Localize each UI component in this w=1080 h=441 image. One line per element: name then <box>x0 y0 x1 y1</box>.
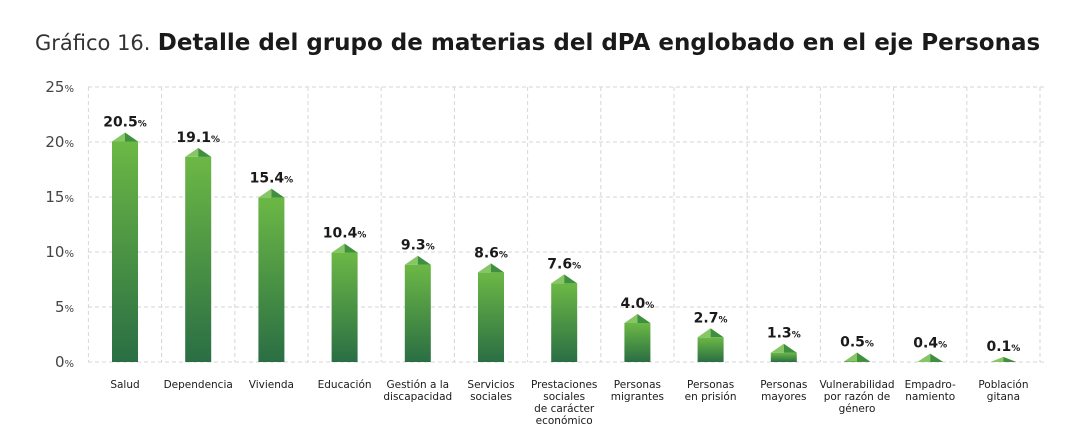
y-tick-label: 10% <box>45 243 74 261</box>
category-label: Salud <box>110 379 139 391</box>
value-label: 15.4% <box>250 171 294 187</box>
bar-cap-right <box>491 263 504 273</box>
category-label: Personas migrantes <box>611 379 664 403</box>
category-label: Personas mayores <box>760 379 807 403</box>
bar-body <box>185 156 212 362</box>
y-tick-label: 0% <box>55 353 74 371</box>
category-label: Servicios sociales <box>467 379 514 403</box>
bar-cap-left <box>697 328 711 338</box>
bar-cap-right <box>783 343 797 353</box>
value-label: 0.5% <box>840 335 874 351</box>
bar-body <box>770 352 797 362</box>
value-label: 19.1% <box>176 130 220 146</box>
value-label: 0.1% <box>986 339 1020 355</box>
y-tick-label: 25% <box>45 78 74 96</box>
bar-body <box>844 361 870 362</box>
category-label: Vulnerabilidad por razón de género <box>819 379 894 415</box>
bar-body <box>697 337 724 362</box>
bar-cap-right <box>417 255 431 265</box>
bar <box>331 243 358 362</box>
value-label: 20.5% <box>103 115 147 131</box>
bar-cap-right <box>930 353 944 362</box>
bar-cap-right <box>637 314 651 323</box>
bar-cap-left <box>770 343 784 353</box>
category-label: Gestión a la discapacidad <box>383 379 452 403</box>
bar-cap-left <box>551 274 565 284</box>
value-label: 7.6% <box>547 256 581 272</box>
bar-cap-left <box>185 147 199 157</box>
bars <box>112 132 1017 362</box>
bar <box>404 255 431 362</box>
bar-cap-left <box>331 243 345 253</box>
chart-title-prefix: Gráfico 16. <box>35 31 151 55</box>
category-label: Población gitana <box>978 379 1028 403</box>
category-label: Educación <box>318 379 372 391</box>
category-label: Empadro-namiento <box>905 379 956 403</box>
bar <box>258 188 285 362</box>
value-label: 0.4% <box>913 336 947 352</box>
category-label: Prestaciones sociales de carácter económico <box>531 379 597 427</box>
bar <box>551 274 578 362</box>
bar-cap-left <box>112 132 125 142</box>
bar <box>478 263 504 362</box>
value-label: 9.3% <box>401 238 435 254</box>
bar-cap-right <box>857 352 870 362</box>
category-label: Personas en prisión <box>685 379 737 403</box>
bar-cap-right <box>125 132 138 142</box>
bar <box>917 353 944 362</box>
bar <box>990 356 1017 362</box>
bar-body <box>258 197 285 362</box>
bar-body <box>404 264 431 362</box>
bar-cap-left <box>624 314 638 323</box>
bar-cap-left <box>258 188 272 198</box>
bar-cap-right <box>710 328 724 338</box>
bar-body <box>551 283 578 362</box>
bar-cap-left <box>990 356 1004 362</box>
chart-title-main: Detalle del grupo de materias del dPA en… <box>157 30 1041 56</box>
y-tick-label: 5% <box>55 298 74 316</box>
bar-cap-left <box>478 263 491 273</box>
bar-cap-right <box>1003 356 1017 362</box>
value-label: 4.0% <box>620 296 654 312</box>
bar-body <box>478 272 504 362</box>
bar <box>770 343 797 362</box>
bar-cap-right <box>271 188 285 198</box>
bar <box>624 314 651 362</box>
bar-cap-right <box>564 274 578 284</box>
category-label: Dependencia <box>164 379 233 391</box>
value-label: 2.7% <box>694 310 728 326</box>
category-labels: Salud Dependencia Vivienda Educación Gestión… <box>110 379 1028 427</box>
bar-body <box>112 141 138 362</box>
bar-cap-right <box>198 147 212 157</box>
y-tick-label: 15% <box>45 188 74 206</box>
y-axis-ticks: 0% 5% 10% 15% 20% 25% <box>45 78 74 371</box>
y-tick-label: 20% <box>45 133 74 151</box>
bar-body <box>331 252 358 362</box>
bar-cap-right <box>344 243 358 253</box>
bar <box>112 132 138 362</box>
bar <box>844 352 870 362</box>
bar <box>697 328 724 362</box>
category-label: Vivienda <box>249 379 294 391</box>
bar-cap-left <box>917 353 931 362</box>
value-label: 8.6% <box>474 245 508 261</box>
value-label: 1.3% <box>767 326 801 342</box>
value-labels: 20.5% 19.1% 15.4% 10.4% 9.3% 8.6% 7.6% 4.0% 2.7%… <box>103 115 1020 355</box>
value-label: 10.4% <box>323 226 367 242</box>
chart-title: Gráfico 16. Detalle del grupo de materia… <box>35 30 1040 56</box>
bar-cap-left <box>844 352 857 362</box>
bar-cap-left <box>404 255 418 265</box>
bar <box>185 147 212 362</box>
bar-body <box>624 323 651 362</box>
